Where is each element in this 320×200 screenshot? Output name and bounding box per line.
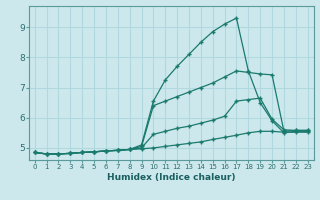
X-axis label: Humidex (Indice chaleur): Humidex (Indice chaleur) <box>107 173 236 182</box>
